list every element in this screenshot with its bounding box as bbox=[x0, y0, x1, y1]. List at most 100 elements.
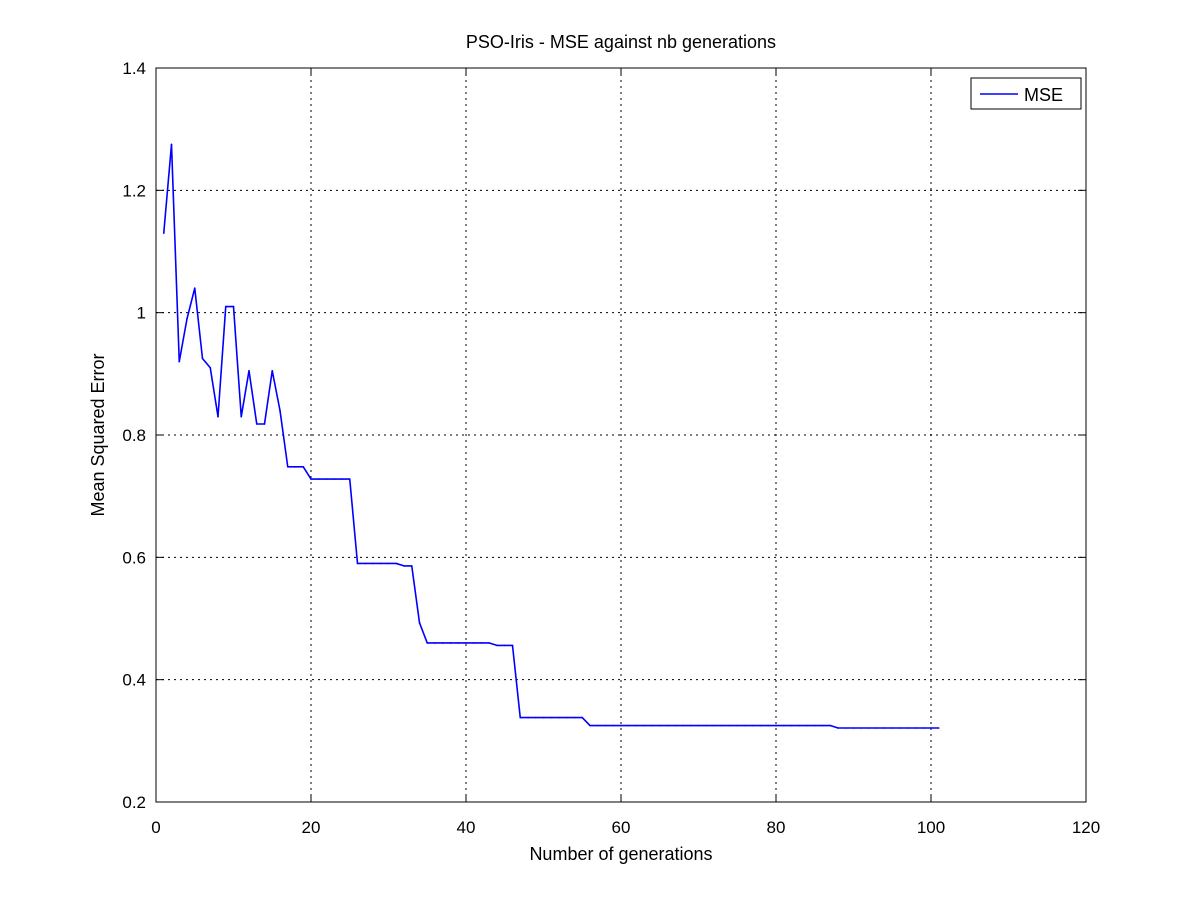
data-point bbox=[356, 562, 359, 565]
data-point bbox=[689, 724, 692, 727]
axis-ticks bbox=[155, 67, 1087, 803]
data-point bbox=[403, 565, 405, 567]
data-point bbox=[333, 478, 336, 480]
data-point bbox=[674, 724, 677, 727]
data-point bbox=[558, 716, 560, 719]
data-point bbox=[604, 724, 607, 727]
data-point bbox=[348, 478, 351, 480]
data-point bbox=[705, 724, 708, 727]
data-point bbox=[751, 724, 754, 727]
data-point bbox=[573, 716, 576, 719]
data-point bbox=[891, 727, 894, 729]
data-point bbox=[798, 724, 801, 727]
x-tick-label: 0 bbox=[151, 818, 160, 837]
data-point bbox=[224, 305, 227, 308]
data-point bbox=[201, 357, 204, 360]
data-point bbox=[480, 642, 483, 644]
data-point bbox=[658, 724, 661, 727]
data-point bbox=[767, 724, 770, 727]
data-point bbox=[581, 716, 584, 719]
data-point bbox=[775, 724, 777, 727]
data-point bbox=[162, 232, 165, 234]
legend-label-mse: MSE bbox=[1024, 85, 1063, 105]
data-point bbox=[759, 724, 762, 727]
data-point bbox=[813, 724, 816, 727]
data-point bbox=[697, 724, 700, 727]
data-point bbox=[286, 466, 289, 468]
data-point bbox=[302, 466, 305, 468]
data-point bbox=[844, 727, 847, 729]
data-point bbox=[806, 724, 808, 727]
y-tick-label: 1.2 bbox=[122, 181, 146, 200]
data-point bbox=[193, 287, 196, 290]
data-point bbox=[232, 305, 235, 308]
data-point bbox=[503, 644, 506, 647]
data-point bbox=[426, 642, 429, 644]
data-point bbox=[550, 716, 553, 719]
data-point bbox=[325, 478, 328, 480]
y-tick-label: 1 bbox=[137, 304, 146, 323]
data-point bbox=[627, 724, 630, 727]
x-tick-label: 60 bbox=[612, 818, 631, 837]
y-tick-label: 0.6 bbox=[122, 548, 146, 567]
x-tick-label: 20 bbox=[302, 818, 321, 837]
data-point bbox=[465, 642, 467, 644]
data-point bbox=[899, 727, 901, 729]
data-point bbox=[488, 642, 491, 644]
data-point bbox=[209, 366, 212, 369]
data-point bbox=[519, 716, 522, 719]
data-point bbox=[852, 727, 855, 729]
y-axis-label: Mean Squared Error bbox=[88, 353, 108, 516]
data-point bbox=[178, 360, 181, 363]
x-tick-label: 40 bbox=[457, 818, 476, 837]
data-point bbox=[922, 727, 925, 729]
data-point bbox=[341, 478, 343, 480]
data-point bbox=[379, 562, 382, 565]
data-point bbox=[511, 644, 514, 647]
data-point bbox=[713, 724, 715, 727]
data-point bbox=[860, 727, 863, 729]
data-point bbox=[736, 724, 739, 727]
data-point bbox=[744, 724, 746, 727]
data-point bbox=[248, 369, 250, 372]
data-point bbox=[914, 727, 917, 729]
chart-title: PSO-Iris - MSE against nb generations bbox=[466, 32, 776, 52]
data-point bbox=[263, 423, 266, 425]
y-tick-label: 0.8 bbox=[122, 426, 146, 445]
data-point bbox=[612, 724, 615, 727]
data-point bbox=[883, 727, 886, 729]
legend: MSE bbox=[970, 77, 1082, 110]
data-point bbox=[635, 724, 638, 727]
data-point bbox=[534, 716, 537, 719]
data-point bbox=[666, 724, 669, 727]
data-point bbox=[186, 317, 188, 320]
data-point bbox=[317, 478, 320, 480]
data-point bbox=[821, 724, 824, 727]
data-point bbox=[790, 724, 793, 727]
data-point bbox=[441, 642, 444, 644]
data-point bbox=[527, 716, 529, 719]
data-point bbox=[449, 642, 452, 644]
data-point bbox=[434, 642, 436, 644]
data-point bbox=[255, 423, 258, 425]
x-tick-label: 120 bbox=[1072, 818, 1100, 837]
data-point bbox=[496, 644, 498, 647]
data-point bbox=[418, 621, 421, 624]
data-point bbox=[565, 716, 568, 719]
data-point bbox=[217, 415, 219, 418]
data-point bbox=[782, 724, 785, 727]
data-point bbox=[643, 724, 646, 727]
data-point bbox=[387, 562, 390, 565]
data-point bbox=[395, 562, 398, 565]
data-point bbox=[837, 727, 839, 729]
data-point bbox=[542, 716, 545, 719]
data-point bbox=[937, 727, 940, 729]
data-point bbox=[620, 724, 622, 727]
data-point bbox=[596, 724, 599, 727]
data-point bbox=[372, 562, 374, 565]
data-point bbox=[240, 415, 243, 418]
data-point bbox=[170, 143, 173, 146]
grid-lines bbox=[156, 68, 1086, 802]
